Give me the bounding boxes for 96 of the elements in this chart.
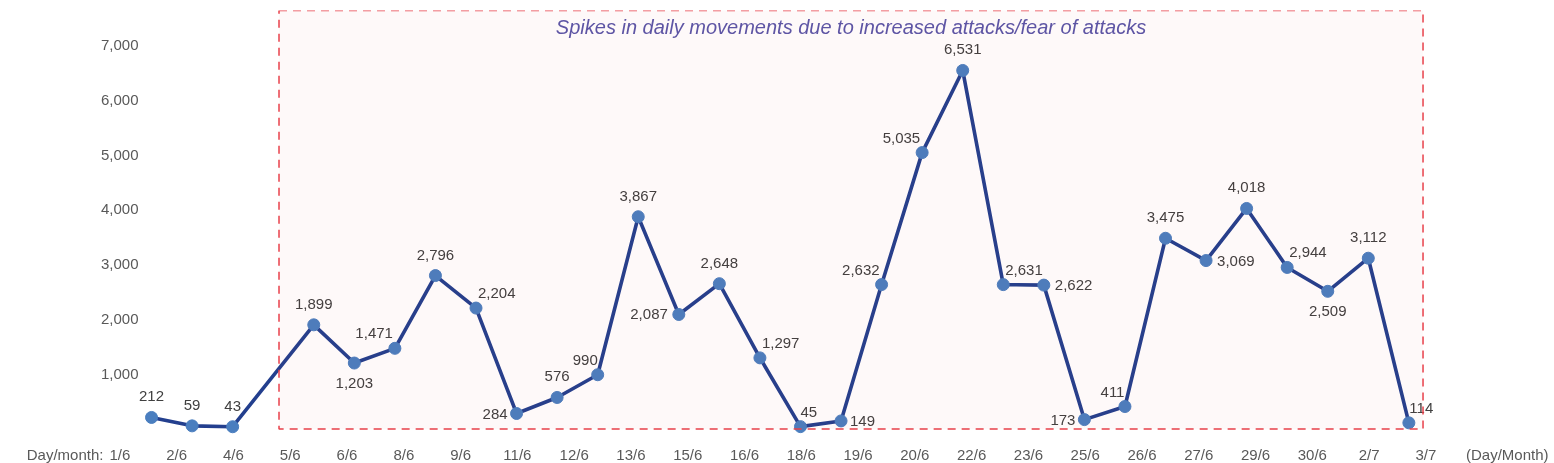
data-label: 2,632 [842, 260, 880, 278]
x-tick-label: 25/6 [1070, 446, 1100, 463]
data-label: 59 [183, 395, 201, 413]
data-label: 576 [544, 367, 570, 385]
data-label: 2,087 [630, 305, 668, 323]
x-tick-label: 6/6 [336, 446, 358, 463]
y-tick-label: 6,000 [100, 90, 139, 108]
band-label: Spikes in daily movements due to increased attacks/fear of attacks [555, 15, 1147, 38]
x-tick-label: 13/6 [616, 446, 646, 463]
data-label: 411 [1100, 382, 1125, 400]
point [753, 351, 767, 365]
point [307, 318, 321, 332]
x-tick-label: 3/7 [1415, 446, 1437, 463]
point [591, 368, 605, 382]
x-tick-label: 27/6 [1184, 446, 1214, 463]
x-tick-label: 4/6 [223, 446, 244, 463]
data-label: 1,471 [355, 324, 393, 342]
point [793, 420, 807, 434]
x-tick-label: 12/6 [559, 446, 589, 463]
point [996, 278, 1010, 292]
point [347, 356, 361, 370]
point [1199, 254, 1213, 268]
x-tick-label: 18/6 [786, 446, 816, 463]
data-label: 3,867 [619, 186, 658, 204]
point [1361, 251, 1375, 265]
point [510, 407, 524, 420]
data-label: 1,203 [335, 374, 374, 392]
data-label: 4,018 [1227, 178, 1266, 196]
point [1280, 260, 1294, 274]
data-label: 45 [800, 402, 818, 420]
text: Day/month: [26, 446, 104, 463]
x-tick-label: 29/6 [1240, 446, 1271, 463]
y-tick-label: 1,000 [100, 365, 139, 383]
data-label: 1,297 [761, 333, 800, 351]
data-label: 173 [1050, 410, 1076, 428]
y-tick-label: 4,000 [100, 200, 139, 218]
point [1118, 400, 1132, 414]
point [388, 341, 402, 355]
point [1037, 278, 1051, 292]
data-label: 5,035 [882, 128, 921, 146]
x-tick-label: 2/7 [1358, 446, 1380, 463]
point [672, 308, 686, 321]
point [1240, 201, 1254, 215]
y-tick-label: 7,000 [100, 35, 139, 53]
point [185, 419, 199, 433]
point [1321, 284, 1335, 298]
point [875, 278, 889, 292]
y-tick-label: 5,000 [100, 145, 139, 163]
data-label: 2,622 [1054, 276, 1093, 294]
data-label: 1,899 [295, 294, 333, 312]
data-label: 2,796 [416, 245, 455, 263]
data-label: 3,069 [1217, 251, 1255, 269]
point [956, 63, 970, 77]
point [550, 390, 564, 404]
x-tick-label: 9/6 [450, 446, 472, 463]
point [226, 420, 240, 434]
point [1159, 231, 1173, 245]
x-tick-label: 26/6 [1127, 446, 1157, 463]
point [469, 301, 483, 315]
point [712, 277, 726, 291]
data-label: 114 [1409, 398, 1434, 416]
data-label: 2,631 [1005, 260, 1043, 278]
x-tick-label: 15/6 [673, 446, 703, 463]
y-tick-label: 3,000 [100, 255, 139, 273]
point [145, 410, 159, 424]
x-tick-label: 11/6 [503, 446, 532, 463]
x-tick-label: 1/6 [109, 446, 131, 463]
x-tick-label: 22/6 [957, 446, 987, 463]
data-label: 990 [572, 350, 598, 368]
data-label: 3,475 [1146, 208, 1185, 226]
point [631, 210, 645, 224]
data-label: 43 [224, 396, 241, 414]
y-tick-label: 2,000 [100, 310, 139, 328]
data-label: 2,204 [477, 284, 516, 302]
x-axis-title: (Day/Month) [1465, 446, 1549, 463]
data-label: 284 [482, 404, 508, 422]
x-tick-label: 8/6 [393, 446, 415, 463]
point [1077, 413, 1091, 427]
data-label: 6,531 [943, 40, 982, 58]
data-label: 212 [139, 387, 165, 405]
point [428, 269, 442, 283]
data-label: 2,648 [700, 253, 739, 271]
data-label: 149 [849, 411, 875, 429]
x-tick-label: 19/6 [843, 446, 873, 463]
x-tick-label: 16/6 [729, 446, 760, 463]
point [834, 414, 848, 428]
x-tick-label: 2/6 [166, 446, 188, 463]
point [915, 146, 929, 160]
point [1402, 416, 1416, 430]
x-tick-label: 23/6 [1013, 446, 1044, 463]
data-label: 2,509 [1308, 302, 1347, 320]
x-tick-label: 20/6 [900, 446, 930, 463]
data-label: 2,944 [1289, 243, 1327, 261]
data-label: 3,112 [1350, 228, 1387, 246]
x-tick-label: 30/6 [1297, 446, 1327, 463]
x-tick-label: 5/6 [279, 446, 301, 463]
